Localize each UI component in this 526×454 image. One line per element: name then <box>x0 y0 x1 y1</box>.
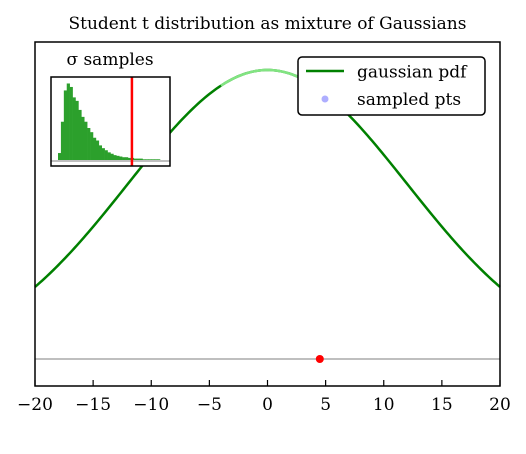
legend-swatch-sampled-pts <box>321 95 329 103</box>
x-axis-ticks: −20 −15 −10 −5 0 5 10 15 20 <box>17 380 511 415</box>
histogram-bar <box>139 158 143 160</box>
histogram-bar <box>63 90 68 160</box>
histogram-bar <box>145 159 149 160</box>
histogram-bar <box>136 158 140 160</box>
histogram-bar <box>133 158 137 160</box>
histogram-bar <box>60 121 65 160</box>
histogram-bar <box>84 121 88 160</box>
histogram-bar <box>157 159 161 160</box>
inset-title: σ samples <box>66 50 153 70</box>
histogram-bar <box>148 159 152 160</box>
histogram-bar <box>92 137 97 160</box>
histogram-bar <box>119 156 123 160</box>
x-tick-label: 15 <box>431 395 453 415</box>
x-tick-label: 20 <box>489 395 511 415</box>
histogram-bar <box>142 159 146 160</box>
histogram-bar <box>69 86 73 160</box>
histogram-bar <box>58 153 62 160</box>
inset-frame <box>50 76 171 167</box>
x-tick-label: −10 <box>133 395 169 415</box>
histogram-bar <box>101 148 105 160</box>
histogram-bar <box>78 109 82 160</box>
histogram-bar <box>116 155 120 160</box>
inset-histogram: σ samples <box>50 50 171 167</box>
legend-label-sampled-pts: sampled pts <box>357 90 461 110</box>
x-tick-label: 0 <box>262 395 273 415</box>
x-tick-label: 5 <box>320 395 331 415</box>
x-tick-label: −20 <box>17 395 53 415</box>
x-tick-label: −15 <box>75 395 111 415</box>
histogram-bar <box>113 155 117 160</box>
x-tick-label: −5 <box>197 395 222 415</box>
histogram-bar <box>90 132 94 160</box>
plot-frame <box>34 41 501 387</box>
histogram-bar <box>75 100 79 160</box>
inset-marks <box>51 77 170 166</box>
histogram-bar <box>104 150 108 160</box>
histogram-bar <box>81 116 85 160</box>
histogram-bar <box>122 157 126 160</box>
x-tick-label: 10 <box>373 395 395 415</box>
histogram-bar <box>125 157 129 160</box>
baseline-marker <box>315 355 324 363</box>
legend-box <box>297 56 486 116</box>
histogram-bar <box>151 159 155 160</box>
histogram-bar <box>95 140 100 160</box>
histogram-bar <box>107 152 111 160</box>
legend: gaussian pdf sampled pts <box>297 56 486 116</box>
histogram-bar <box>66 83 70 160</box>
legend-label-gaussian-pdf: gaussian pdf <box>357 63 468 83</box>
histogram-bar <box>127 157 132 160</box>
histogram-bar <box>110 153 114 160</box>
histogram-bar <box>87 128 91 160</box>
chart-title: Student t distribution as mixture of Gau… <box>69 14 467 34</box>
histogram-bar <box>72 97 76 160</box>
histogram-bar <box>98 145 103 160</box>
histogram-bar <box>154 159 158 160</box>
